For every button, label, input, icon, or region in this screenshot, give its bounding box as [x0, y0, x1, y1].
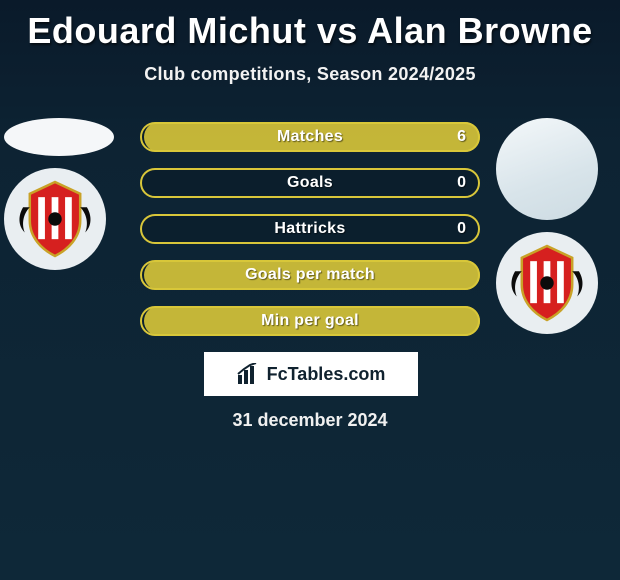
sunderland-crest-icon	[505, 241, 589, 325]
sunderland-crest-icon	[13, 177, 97, 261]
left-player-column	[4, 118, 114, 282]
player2-photo	[496, 118, 598, 220]
stat-row: Min per goal	[140, 306, 480, 336]
stats-panel: Matches 6 Goals 0 Hattricks 0 Goals per match M…	[140, 122, 480, 352]
stat-label: Goals per match	[245, 266, 375, 284]
stat-label: Hattricks	[274, 220, 345, 238]
stat-label: Min per goal	[261, 312, 359, 330]
right-player-column	[496, 118, 606, 346]
branding-text: FcTables.com	[267, 364, 386, 385]
stat-label: Matches	[277, 128, 343, 146]
branding-badge: FcTables.com	[204, 352, 418, 396]
stat-value-right: 0	[457, 220, 466, 238]
season-subtitle: Club competitions, Season 2024/2025	[0, 64, 620, 85]
player1-club-crest	[4, 168, 106, 270]
player2-club-crest	[496, 232, 598, 334]
stat-row: Goals 0	[140, 168, 480, 198]
snapshot-date: 31 december 2024	[0, 410, 620, 431]
page-title: Edouard Michut vs Alan Browne	[0, 0, 620, 52]
stat-row: Goals per match	[140, 260, 480, 290]
bar-chart-icon	[237, 363, 261, 385]
stat-row: Matches 6	[140, 122, 480, 152]
stat-row: Hattricks 0	[140, 214, 480, 244]
stat-value-right: 6	[457, 128, 466, 146]
stat-label: Goals	[287, 174, 333, 192]
stat-value-right: 0	[457, 174, 466, 192]
player1-photo-placeholder	[4, 118, 114, 156]
